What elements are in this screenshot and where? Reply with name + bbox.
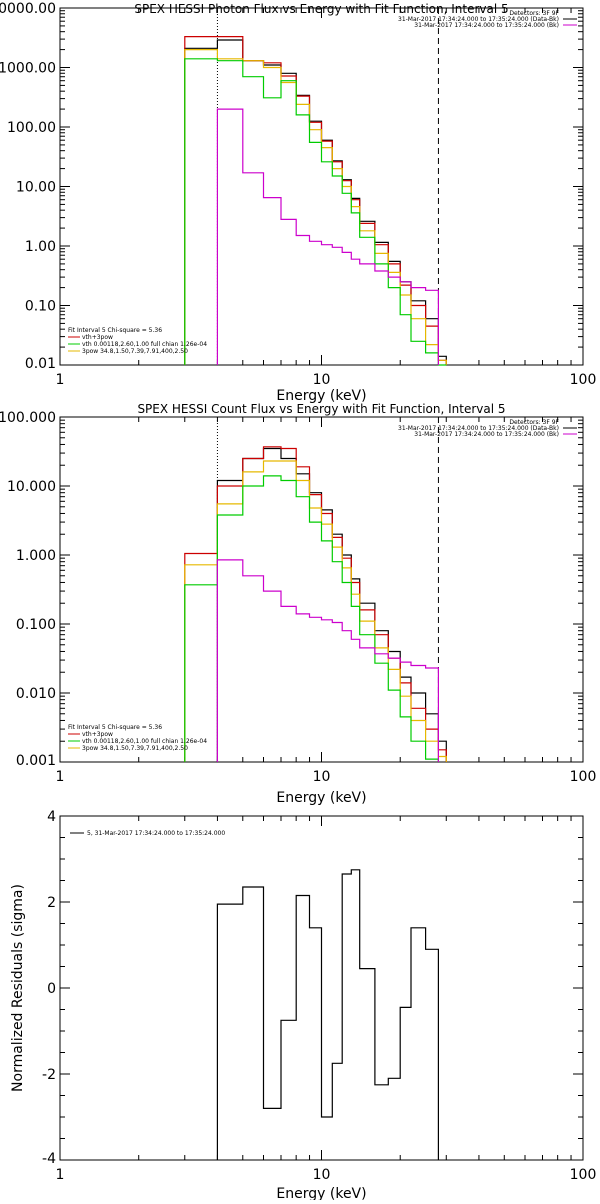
y-tick-label: 0.100	[16, 617, 56, 633]
y-tick-label: 10000.00	[0, 1, 56, 17]
series-4-step-line	[216, 559, 439, 762]
y-tick-label: 4	[47, 809, 56, 825]
x-axis-label: Energy (keV)	[276, 388, 366, 404]
y-axis-label: Normalized Residuals (sigma)	[10, 884, 26, 1092]
y-tick-label: 2	[47, 895, 56, 911]
legend-bottom-left-text: Fit Interval 5 Chi-square = 5.36	[68, 327, 162, 334]
legend-top-right-text: 31-Mar-2017 17:34:24.000 to 17:35:24.000…	[414, 431, 559, 438]
y-tick-label: 1.00	[25, 239, 56, 255]
legend-bottom-left-text: vth+3pow	[82, 334, 113, 341]
x-tick-label: 1	[56, 372, 65, 388]
y-tick-label: 1.000	[16, 548, 56, 564]
x-tick-label: 1	[56, 1167, 65, 1183]
y-tick-label: 10.000	[7, 479, 56, 495]
series-4-step-line	[216, 108, 439, 365]
y-tick-label: 1000.00	[0, 61, 56, 77]
y-tick-label: 100.00	[7, 120, 56, 136]
y-tick-label: -4	[42, 1151, 56, 1167]
legend-top-right-text: 31-Mar-2017 17:34:24.000 to 17:35:24.000…	[414, 22, 559, 29]
y-tick-label: 0.001	[16, 753, 56, 769]
legend-top-right-text: Detectors: 3F 9F	[509, 10, 559, 17]
y-tick-label: 0.10	[25, 299, 56, 315]
legend-top-right-text: 31-Mar-2017 17:34:24.000 to 17:35:24.000…	[398, 16, 559, 23]
y-tick-label: 0	[47, 981, 56, 997]
y-tick-label: -2	[42, 1067, 56, 1083]
legend-bottom-left-text: 3pow 34.8,1.50,7.39,7.91,400,2.50	[82, 745, 188, 752]
y-tick-label: 0.01	[25, 356, 56, 372]
legend-bottom-left-text: vth 0.00118,2.60,1.00 full chian 1.26e-0…	[82, 738, 207, 745]
series-3-step-line	[184, 475, 439, 762]
series-0-step-line	[216, 447, 447, 762]
x-tick-label: 1	[56, 769, 65, 785]
y-tick-label: 100.000	[0, 410, 56, 426]
series-3-step-line	[184, 58, 447, 366]
legend-bottom-left-text: 3pow 34.8,1.50,7.39,7.91,400,2.50	[82, 348, 188, 355]
series-0-step-line	[216, 869, 439, 1160]
chart-title: SPEX HESSI Count Flux vs Energy with Fit…	[137, 402, 505, 416]
legend-top-right-text: Detectors: 3F 9F	[509, 419, 559, 426]
legend-top-left-text: 5, 31-Mar-2017 17:34:24.000 to 17:35:24.…	[87, 830, 225, 837]
x-tick-label: 100	[570, 372, 597, 388]
legend-top-right-text: 31-Mar-2017 17:34:24.000 to 17:35:24.000…	[398, 425, 559, 432]
legend-bottom-left-text: vth 0.00118,2.60,1.00 full chian 1.26e-0…	[82, 341, 207, 348]
y-tick-label: 0.010	[16, 686, 56, 702]
x-tick-label: 10	[313, 769, 331, 785]
legend-bottom-left-text: Fit Interval 5 Chi-square = 5.36	[68, 724, 162, 731]
legend-bottom-left-text: vth+3pow	[82, 731, 113, 738]
y-tick-label: 10.00	[16, 180, 56, 196]
x-tick-label: 100	[570, 769, 597, 785]
x-tick-label: 10	[313, 1167, 331, 1183]
count-flux-panel: SPEX HESSI Count Flux vs Energy with Fit…	[0, 402, 596, 806]
residuals-panel: 1 10 100 Energy (keV) -4 -2 0 2 4 Normalized Resi…	[10, 809, 597, 1202]
x-tick-label: 10	[313, 372, 331, 388]
photon-flux-panel: SPEX HESSI Photon Flux vs Energy with Fi…	[0, 1, 596, 404]
x-axis-label: Energy (keV)	[276, 1186, 366, 1200]
x-axis-label: Energy (keV)	[276, 790, 366, 806]
x-tick-label: 100	[570, 1167, 597, 1183]
